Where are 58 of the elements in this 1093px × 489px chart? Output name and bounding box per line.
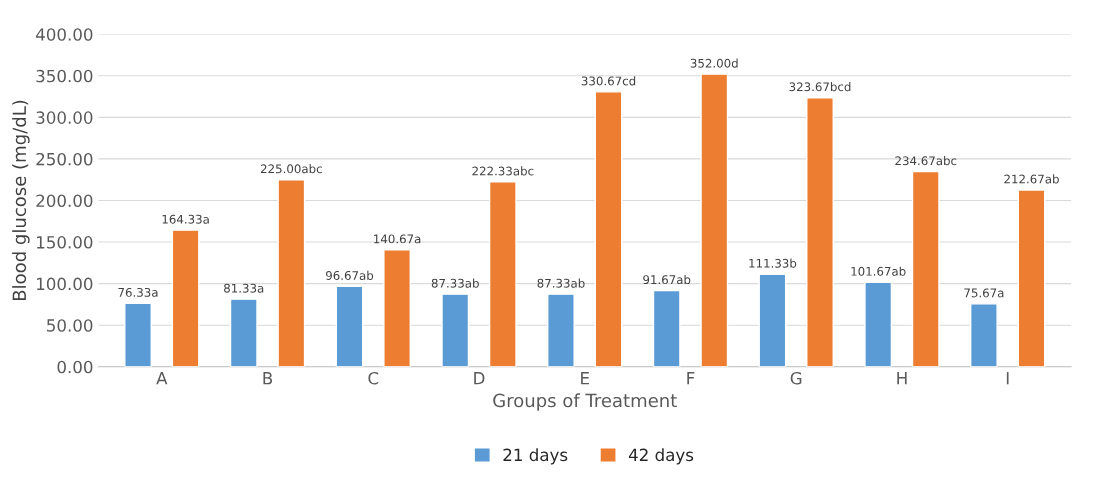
- data-label: 330.67cd: [581, 76, 636, 86]
- bar: [277, 179, 306, 367]
- data-label: 87.33ab: [431, 278, 479, 288]
- data-label: 101.67ab: [851, 266, 906, 276]
- data-label: 234.67abc: [895, 156, 957, 166]
- data-label: 87.33ab: [537, 278, 585, 288]
- y-tick-label: 50.00: [47, 319, 93, 332]
- data-label: 164.33a: [162, 214, 209, 224]
- x-tick-label: I: [1006, 372, 1009, 385]
- data-label: 352.00d: [690, 58, 738, 68]
- bar: [700, 73, 729, 367]
- data-label: 111.33b: [749, 258, 797, 268]
- bar: [911, 170, 940, 367]
- x-tick-label: B: [263, 372, 273, 385]
- bar: [594, 91, 623, 367]
- data-label: 140.67a: [374, 234, 421, 244]
- data-label: 212.67ab: [1004, 174, 1059, 184]
- legend-label: 21 days: [503, 448, 568, 465]
- data-label: 75.67a: [964, 288, 1004, 298]
- x-tick-label: F: [687, 372, 695, 385]
- y-tick-label: 400.00: [36, 28, 93, 41]
- bar: [864, 281, 893, 367]
- data-label: 81.33a: [224, 283, 264, 293]
- data-label: 96.67ab: [325, 270, 374, 280]
- y-tick-label: 0.00: [57, 360, 93, 374]
- bar: [652, 289, 681, 367]
- bar: [969, 303, 998, 367]
- bar: [441, 293, 470, 367]
- bar: [758, 273, 787, 367]
- x-tick-label: E: [581, 372, 589, 385]
- y-tick-label: 200.00: [36, 194, 93, 208]
- data-label: 222.33abc: [472, 166, 534, 176]
- y-tick-label: 150.00: [37, 236, 93, 249]
- bar: [1017, 189, 1046, 367]
- y-tick-label: 350.00: [36, 69, 93, 83]
- data-label: 76.33a: [118, 287, 158, 297]
- data-label: 225.00abc: [260, 164, 322, 174]
- y-tick-label: 100.00: [37, 277, 93, 291]
- y-tick-label: 250.00: [36, 152, 93, 166]
- x-tick-label: D: [474, 372, 485, 385]
- bar: [806, 96, 834, 367]
- data-label: 323.67bcd: [789, 82, 851, 92]
- bar: [488, 181, 517, 367]
- x-tick-label: C: [368, 371, 379, 385]
- x-axis-title: Groups of Treatment: [493, 393, 677, 411]
- bar: [335, 285, 364, 367]
- bar: [124, 302, 152, 367]
- x-tick-label: G: [790, 371, 802, 385]
- x-tick-label: A: [156, 372, 168, 385]
- bar: [171, 229, 200, 367]
- bar: [229, 298, 258, 367]
- legend-label: 42 days: [628, 448, 694, 465]
- bar: [383, 249, 411, 367]
- y-axis-title: Blood glucose (mg/dL): [12, 100, 30, 301]
- y-tick-label: 300.00: [36, 111, 93, 124]
- bar: [547, 293, 575, 367]
- data-label: 91.67ab: [643, 274, 691, 285]
- x-tick-label: H: [897, 372, 907, 385]
